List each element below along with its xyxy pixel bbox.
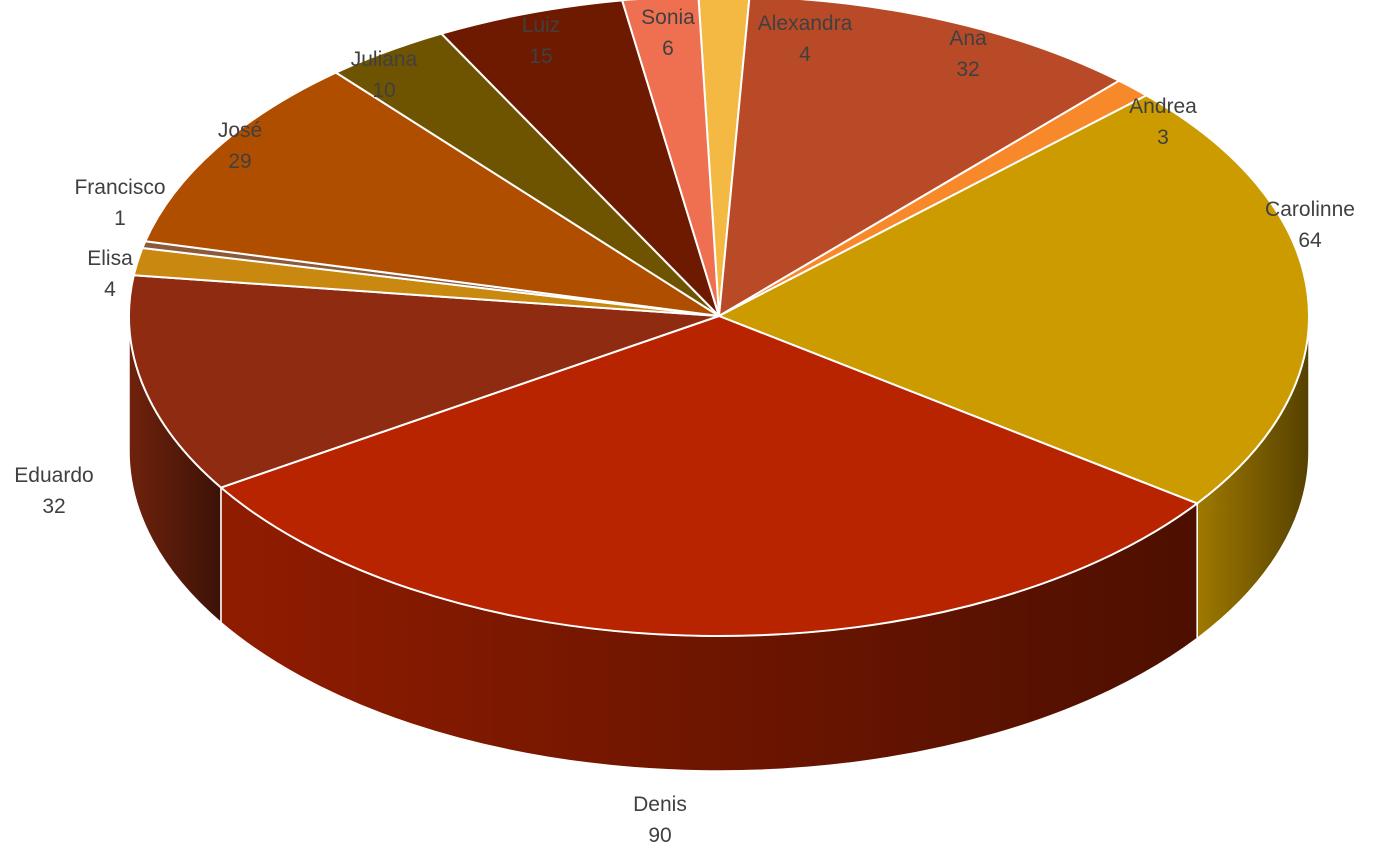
data-label-category: Eduardo	[14, 464, 93, 487]
data-label-elisa: Elisa 4	[87, 247, 133, 301]
data-label-value: 1	[114, 207, 126, 230]
data-label-value: 90	[648, 824, 671, 847]
data-label-denis: Denis 90	[633, 793, 687, 847]
data-label-value: 29	[228, 150, 251, 173]
data-label-value: 32	[956, 58, 979, 81]
data-label-category: Juliana	[351, 48, 418, 71]
data-label-value: 15	[529, 45, 552, 68]
data-label-value: 32	[42, 495, 65, 518]
data-label-category: José	[218, 119, 262, 142]
data-label-value: 4	[799, 43, 811, 66]
data-label-category: Carolinne	[1265, 198, 1355, 221]
data-label-category: Denis	[633, 793, 687, 816]
data-label-value: 10	[372, 79, 395, 102]
data-label-value: 6	[662, 37, 674, 60]
data-label-eduardo: Eduardo 32	[14, 464, 93, 518]
data-label-category: Elisa	[87, 247, 133, 270]
data-label-category: Alexandra	[758, 12, 853, 35]
data-label-value: 4	[104, 278, 116, 301]
data-label-category: Andrea	[1129, 95, 1197, 118]
data-label-category: Francisco	[74, 176, 165, 199]
data-label-value: 64	[1298, 229, 1322, 252]
data-label-category: Sonia	[641, 6, 695, 29]
data-label-value: 3	[1157, 126, 1169, 149]
data-label-category: Ana	[949, 27, 987, 50]
data-label-francisco: Francisco 1	[74, 176, 165, 230]
data-label-category: Luiz	[522, 14, 561, 37]
